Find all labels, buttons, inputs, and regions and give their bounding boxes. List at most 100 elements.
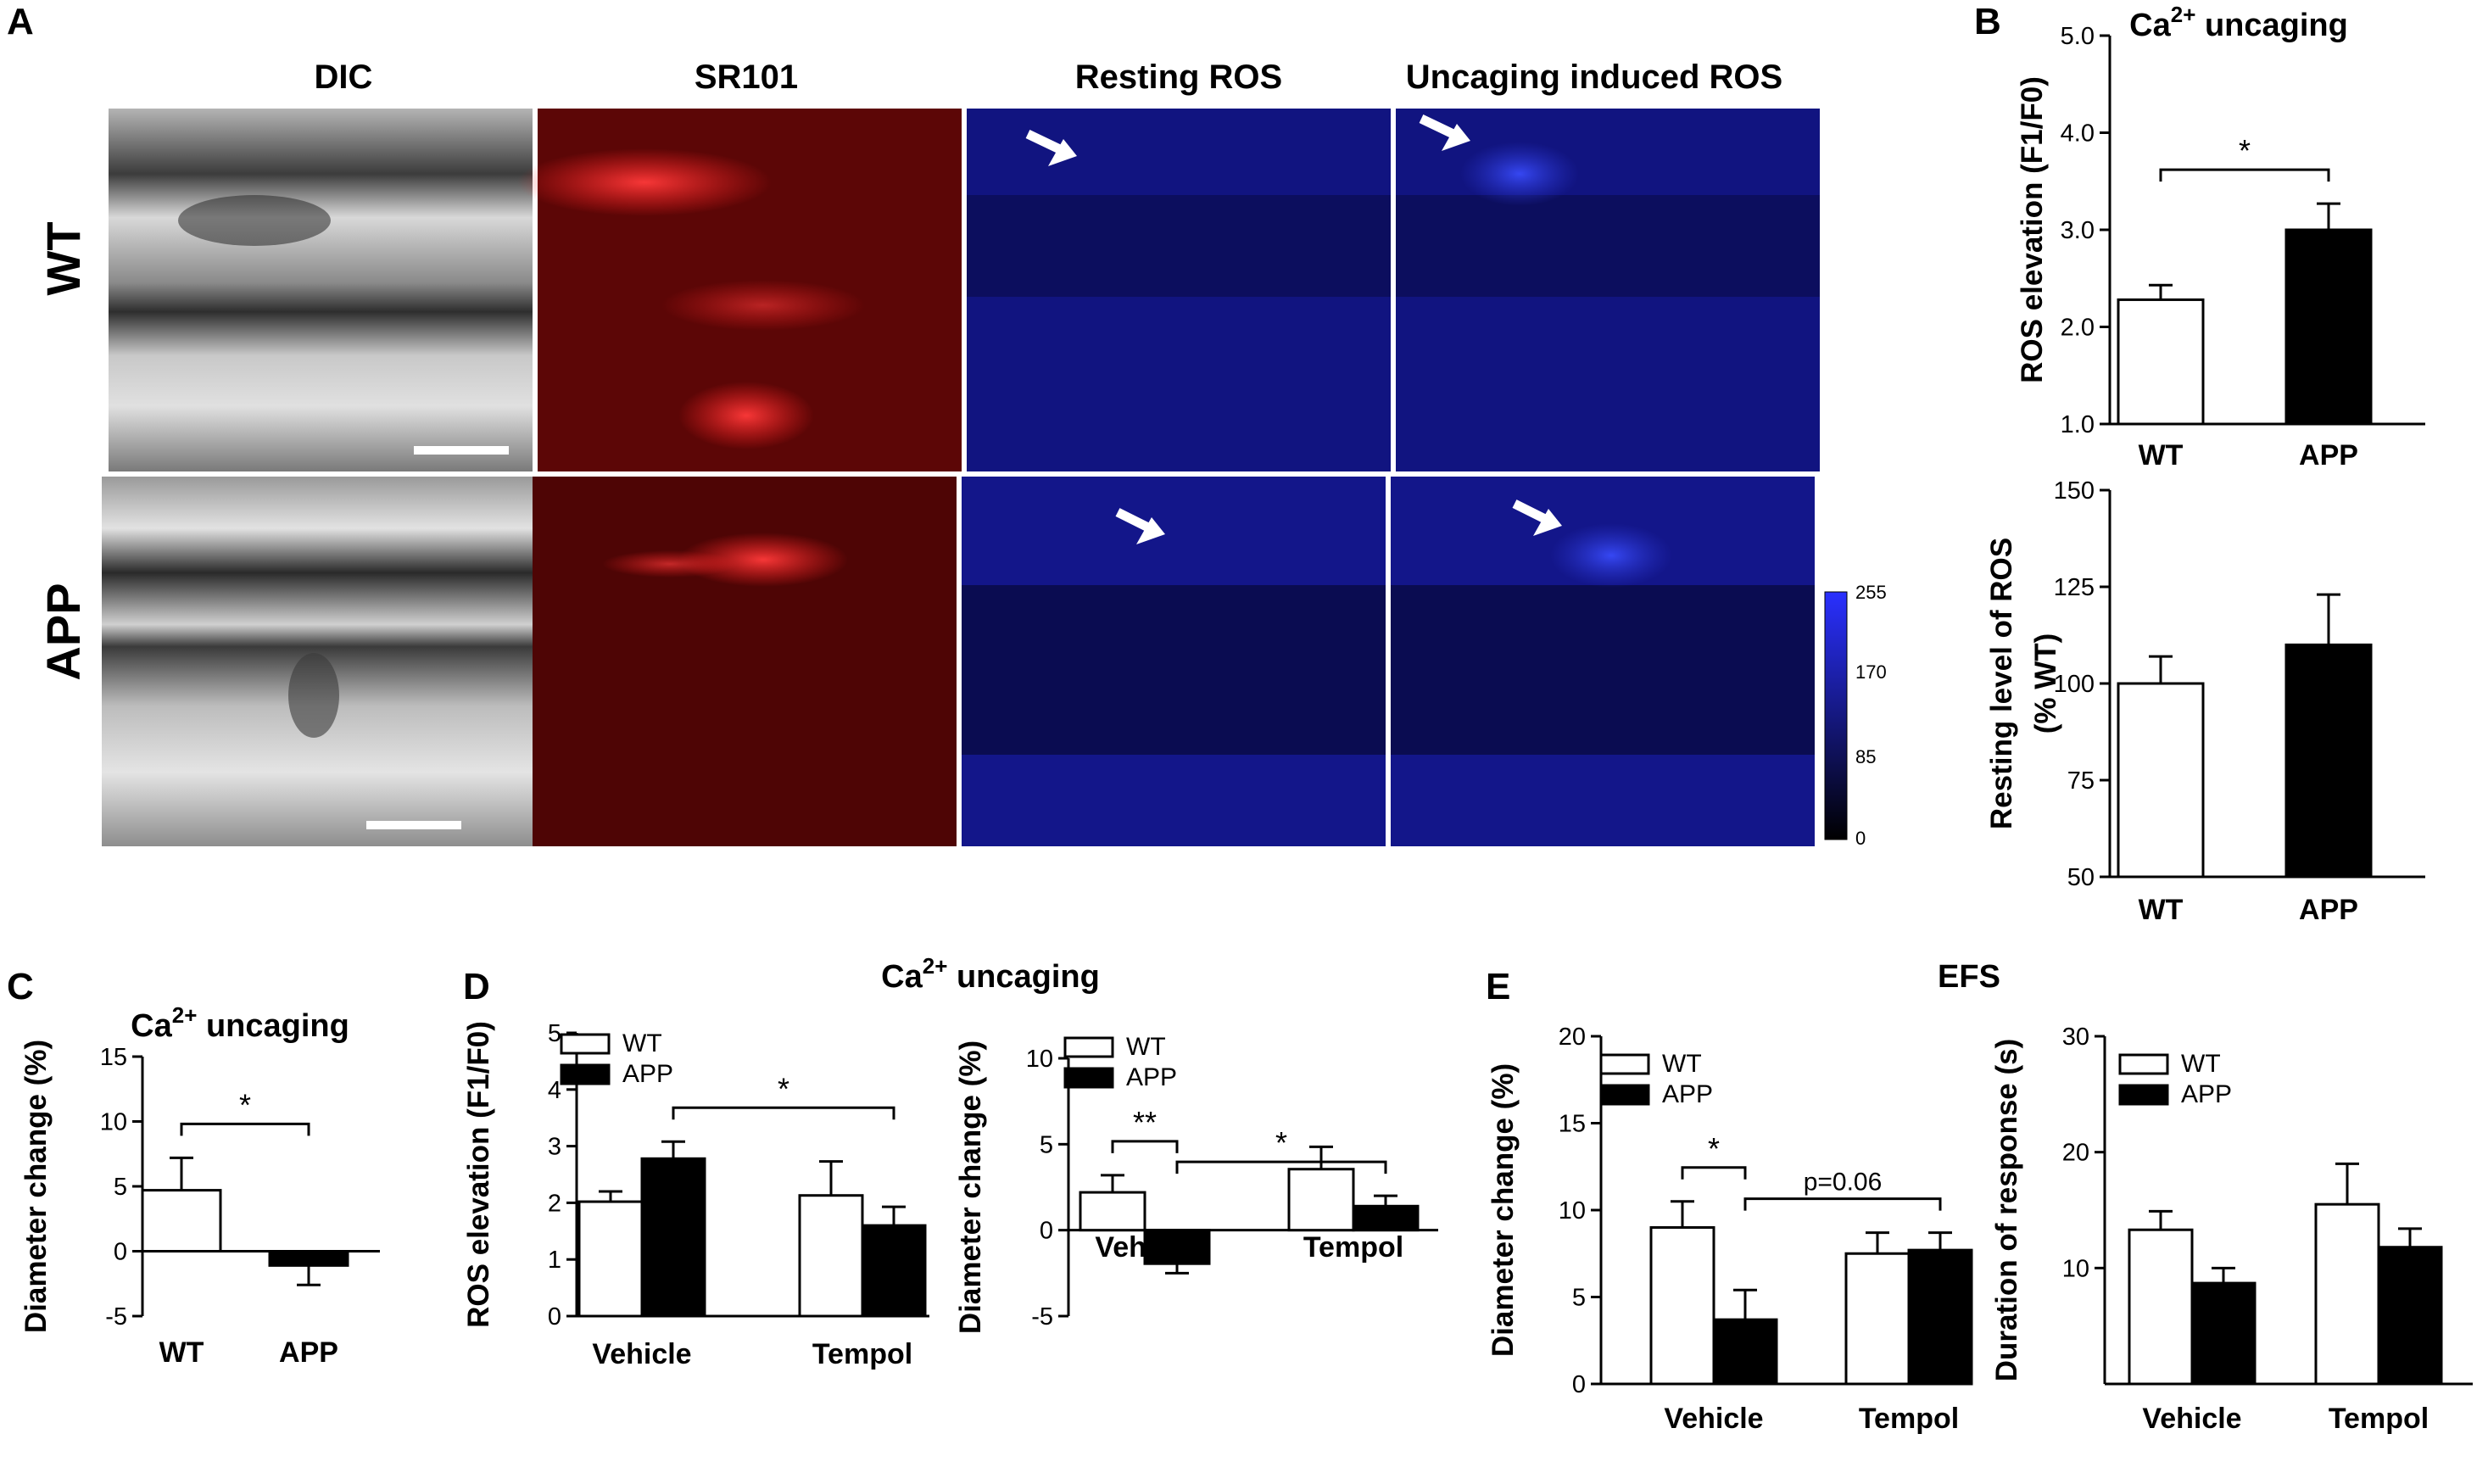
y-axis-label: Resting level of ROS <box>1985 538 2018 829</box>
column-header-sr101: SR101 <box>695 59 798 96</box>
micrograph-wt-sr101 <box>517 109 962 471</box>
panel-letter-d: D <box>463 966 490 1007</box>
bar-tempol-wt <box>2314 1202 2380 1386</box>
significance-bracket <box>1175 1160 1387 1174</box>
arrow-icon <box>1025 130 1077 166</box>
chart-title: Ca2+ uncaging <box>131 1002 349 1044</box>
y-tick-label: 2.0 <box>2061 315 2095 342</box>
scale-bar <box>366 821 461 829</box>
significance-label: ** <box>1133 1105 1157 1140</box>
x-tick-label: Tempol <box>1303 1231 1403 1264</box>
x-tick-label: Vehicle <box>1095 1231 1194 1264</box>
y-tick-label: 10 <box>100 1109 127 1136</box>
y-axis-label: ROS elevation (F1/F0) <box>462 1021 495 1328</box>
chart-d2: -5 0 5 10 Diameter change (%) Vehicle Tempol WT… <box>954 1033 1438 1334</box>
y-tick-label: -5 <box>1031 1303 1053 1331</box>
chart-e2: 10 20 30 Duration of response (s) Vehicle Tem… <box>1990 1024 2473 1435</box>
bar-wt <box>2117 682 2205 879</box>
x-tick-label: APP <box>279 1336 338 1369</box>
group-title-e: EFS <box>1938 959 2000 995</box>
significance-bracket <box>1743 1197 1942 1211</box>
x-tick-label: Tempol <box>1859 1403 1959 1435</box>
bar-tempol-wt <box>1287 1168 1355 1232</box>
micrograph-app-uncaging-ros <box>1391 477 1815 846</box>
chart-d1: 0 1 2 3 4 5 ROS elevation (F1/F0) Vehicle Tempol… <box>462 1020 929 1370</box>
legend-label: APP <box>1126 1063 1177 1091</box>
legend-label: APP <box>1662 1080 1713 1108</box>
significance-label: * <box>239 1087 251 1122</box>
y-tick-label: 5 <box>1040 1131 1053 1158</box>
legend-swatch-app <box>1599 1084 1650 1106</box>
bar-vehicle-wt <box>577 1200 644 1318</box>
y-tick-label: 1.0 <box>2061 411 2095 438</box>
chart-b2: 50 75 100 125 150 Resting level of ROS (% WT) W… <box>1985 477 2425 926</box>
bar-tempol-app <box>1907 1248 1973 1386</box>
bar-tempol-app <box>861 1224 927 1318</box>
x-tick-label: APP <box>2299 439 2358 471</box>
y-tick-label: 100 <box>2054 671 2095 698</box>
x-tick-label: WT <box>2139 439 2184 471</box>
y-tick-label: 20 <box>1559 1024 1586 1051</box>
micrograph-app-dic <box>102 477 533 846</box>
bar-tempol-wt <box>798 1194 864 1318</box>
legend-label: APP <box>622 1060 673 1088</box>
significance-label: p=0.06 <box>1804 1169 1883 1197</box>
legend-swatch-app <box>1063 1067 1114 1089</box>
y-tick-label: 15 <box>1559 1111 1586 1138</box>
legend-swatch-app <box>2118 1084 2169 1106</box>
row-label-app: APP <box>36 583 90 680</box>
y-tick-label: 20 <box>2062 1140 2089 1167</box>
y-tick-label: 0 <box>1572 1371 1586 1398</box>
x-tick-label: Vehicle <box>1664 1403 1763 1435</box>
bar-app <box>268 1250 349 1267</box>
x-tick-label: Vehicle <box>592 1338 691 1370</box>
bar-tempol-wt <box>1844 1252 1911 1386</box>
column-header-resting-ros: Resting ROS <box>1075 59 1282 96</box>
y-axis-label: Diameter change (%) <box>1487 1063 1520 1357</box>
micrograph-app-resting-ros <box>962 477 1386 846</box>
bar-app <box>2284 228 2373 426</box>
arrow-icon <box>1512 499 1562 536</box>
group-title-d: Ca2+ uncaging <box>881 953 1100 995</box>
legend-label: WT <box>1662 1050 1702 1078</box>
y-tick-label: 30 <box>2062 1024 2089 1051</box>
bar-vehicle-wt <box>1079 1191 1146 1232</box>
bar-vehicle-app <box>1712 1318 1778 1386</box>
bar-wt <box>141 1189 222 1252</box>
legend-label: WT <box>2181 1050 2221 1078</box>
colorbar-tick: 85 <box>1855 746 1876 767</box>
x-tick-label: APP <box>2299 894 2358 926</box>
panel-letter-c: C <box>7 966 34 1007</box>
panel-letter-b: B <box>1974 1 2001 42</box>
y-tick-label: 4.0 <box>2061 120 2095 148</box>
row-label-wt: WT <box>36 221 90 295</box>
bar-wt <box>2117 298 2205 426</box>
legend-swatch-wt <box>1599 1053 1650 1075</box>
y-tick-label: 2 <box>548 1190 561 1217</box>
significance-label: * <box>1708 1131 1720 1166</box>
y-tick-label: 15 <box>100 1044 127 1071</box>
micrograph-wt-dic <box>109 109 533 471</box>
y-tick-label: 3.0 <box>2061 217 2095 244</box>
significance-label: * <box>778 1071 789 1106</box>
y-axis-label: ROS elevation (F1/F0) <box>2016 76 2049 383</box>
y-tick-label: 10 <box>2062 1255 2089 1282</box>
charts: 1.0 2.0 3.0 4.0 5.0 ROS elevation (F1/F0) Ca2+… <box>20 2 2473 1435</box>
legend-swatch-wt <box>2118 1053 2169 1075</box>
bar-tempol-app <box>1352 1204 1420 1232</box>
micrograph-app-sr101 <box>533 477 957 846</box>
colorbar-tick: 170 <box>1855 661 1887 683</box>
significance-label: * <box>2239 133 2251 168</box>
y-tick-label: 4 <box>548 1077 561 1104</box>
arrow-icon <box>1115 508 1165 544</box>
x-tick-label: Tempol <box>812 1338 912 1370</box>
legend-label: APP <box>2181 1080 2232 1108</box>
bar-vehicle-wt <box>2128 1228 2194 1386</box>
y-axis-label: Diameter change (%) <box>954 1040 987 1334</box>
significance-bracket <box>1681 1166 1747 1180</box>
chart-b1: 1.0 2.0 3.0 4.0 5.0 ROS elevation (F1/F0) Ca2+… <box>2016 2 2425 471</box>
arrow-icon <box>1419 114 1470 151</box>
y-tick-label: 0 <box>1040 1218 1053 1245</box>
colorbar-tick: 0 <box>1855 828 1866 849</box>
